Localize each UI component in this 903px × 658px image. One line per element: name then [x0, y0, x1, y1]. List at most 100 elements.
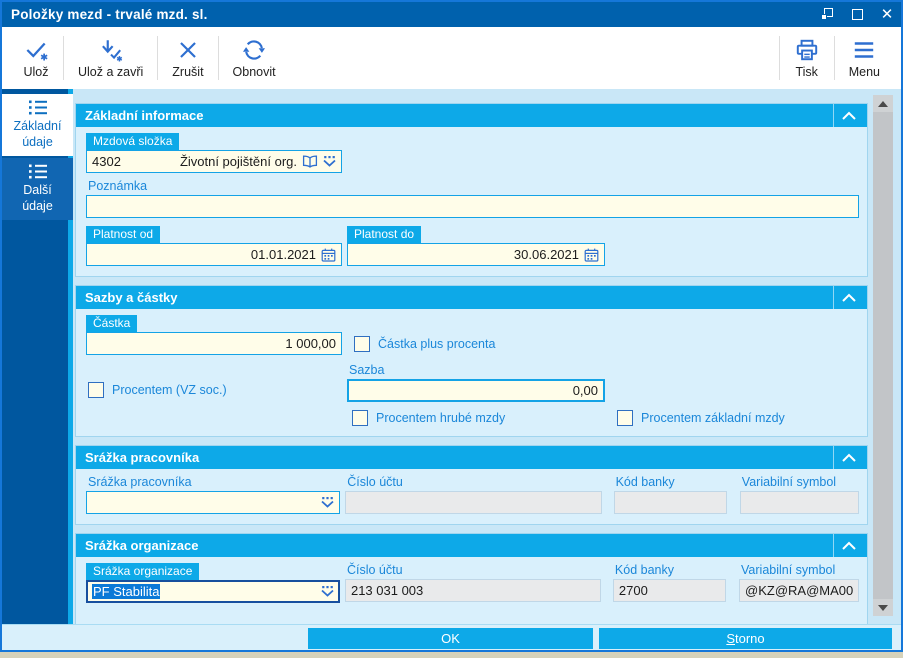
checkbox-castka-plus-procenta[interactable]: Částka plus procenta	[354, 336, 495, 352]
checkbox-box[interactable]	[617, 410, 633, 426]
form-content: Základní informace Mzdová složka 4302 Ži…	[75, 103, 868, 624]
field-label: Číslo účtu	[347, 475, 403, 489]
srazka-pracovnika-combo[interactable]	[86, 491, 341, 514]
sazba-input[interactable]: 0,00	[347, 379, 605, 402]
field-label: Kód banky	[614, 563, 674, 577]
toolbar-separator	[833, 36, 835, 80]
calendar-icon[interactable]	[321, 248, 336, 262]
hamburger-menu-icon	[855, 41, 874, 58]
spacer	[86, 410, 352, 426]
sidebar-item-dalsi-udaje[interactable]: Další údaje	[2, 158, 73, 220]
deduction-value-selected: PF Stabilita	[92, 584, 161, 599]
mzdova-slozka-input[interactable]: 4302 Životní pojištění org.	[86, 150, 342, 173]
cancel-button-label: Zrušit	[172, 64, 204, 79]
scroll-down-button[interactable]	[873, 599, 893, 616]
menu-button[interactable]: Menu	[836, 27, 893, 89]
field-srazka-organizace: Srážka organizace PF Stabilita	[86, 563, 340, 603]
checkbox-procentem-zakladni-mzdy[interactable]: Procentem základní mzdy	[617, 410, 785, 426]
save-button[interactable]: Ulož	[10, 27, 62, 89]
cancel-button[interactable]: Zrušit	[159, 27, 216, 89]
bank-code-value: 2700	[618, 583, 648, 598]
maximize-window-button[interactable]	[849, 7, 865, 23]
footer-bar: OK Storno	[2, 624, 901, 650]
section-sazby-a-castky: Sazby a částky Částka 1 000,00	[75, 285, 868, 437]
checkbox-box[interactable]	[354, 336, 370, 352]
field-label: Platnost do	[347, 226, 422, 243]
platnost-do-input[interactable]: 30.06.2021	[347, 243, 605, 266]
field-label: Variabilní symbol	[741, 563, 836, 577]
restore-window-button[interactable]	[819, 7, 835, 23]
castka-input[interactable]: 1 000,00	[86, 332, 342, 355]
toolbar-spacer	[289, 27, 778, 89]
sidebar-item-zakladni-udaje[interactable]: Základní údaje	[2, 94, 73, 156]
storno-button-label: Storno	[726, 631, 765, 646]
section-header: Základní informace	[76, 104, 867, 127]
poznamka-input[interactable]	[86, 195, 859, 218]
srazka-organizace-combo[interactable]: PF Stabilita	[86, 580, 340, 603]
vertical-scrollbar[interactable]	[873, 95, 893, 616]
collapse-section-button[interactable]	[833, 104, 863, 127]
checkbox-box[interactable]	[352, 410, 368, 426]
field-platnost-od: Platnost od 01.01.2021	[86, 226, 342, 266]
field-cislo-uctu: Číslo účtu 213 031 003	[344, 563, 601, 603]
combo-dropdown-icon[interactable]	[323, 156, 336, 167]
field-platnost-do: Platnost do 30.06.2021	[347, 226, 605, 266]
section-header: Srážka pracovníka	[76, 446, 867, 469]
field-label: Variabilní symbol	[741, 475, 837, 489]
menu-button-label: Menu	[848, 64, 880, 79]
section-zakladni-informace: Základní informace Mzdová složka 4302 Ži…	[75, 103, 868, 277]
field-poznamka: Poznámka	[86, 179, 859, 218]
wage-component-code: 4302	[92, 154, 121, 169]
printer-icon	[796, 39, 817, 60]
field-label: Srážka organizace	[86, 563, 200, 580]
cislo-uctu-input	[345, 491, 602, 514]
ok-button[interactable]: OK	[308, 628, 593, 649]
checkbox-label: Částka plus procenta	[378, 337, 496, 351]
amount-value: 1 000,00	[285, 336, 336, 351]
wage-component-name: Životní pojištění org.	[179, 154, 297, 169]
field-label: Platnost od	[86, 226, 161, 243]
calendar-icon[interactable]	[584, 248, 599, 262]
checkbox-box[interactable]	[88, 381, 104, 398]
checkbox-procentem-hrube-mzdy[interactable]: Procentem hrubé mzdy	[352, 410, 617, 426]
section-title: Srážka pracovníka	[85, 450, 200, 465]
restore-icon	[820, 8, 834, 21]
close-icon: ✕	[880, 6, 894, 23]
checkbox-label: Procentem (VZ soc.)	[112, 382, 227, 397]
scroll-up-button[interactable]	[873, 95, 893, 112]
field-sazba: Sazba 0,00	[347, 363, 605, 402]
rate-value: 0,00	[572, 383, 598, 398]
scroll-up-arrow-icon	[878, 100, 888, 107]
refresh-button[interactable]: Obnovit	[220, 27, 289, 89]
section-header: Sazby a částky	[76, 286, 867, 309]
variabilni-symbol-input: @KZ@RA@MA00	[739, 579, 860, 602]
lookup-book-icon[interactable]	[302, 155, 318, 168]
checkbox-label: Procentem základní mzdy	[641, 411, 785, 425]
field-castka: Částka 1 000,00	[86, 315, 342, 355]
refresh-button-label: Obnovit	[232, 64, 276, 79]
field-label: Mzdová složka	[86, 133, 180, 150]
toolbar-separator	[63, 36, 64, 80]
section-title: Základní informace	[85, 108, 204, 123]
save-and-close-button[interactable]: Ulož a zavři	[65, 27, 156, 89]
combo-dropdown-icon[interactable]	[321, 586, 334, 597]
close-window-button[interactable]: ✕	[879, 7, 895, 23]
checkbox-procentem-vz-soc[interactable]: Procentem (VZ soc.)	[86, 378, 347, 401]
storno-button[interactable]: Storno	[599, 628, 892, 649]
scrollbar-thumb[interactable]	[873, 112, 893, 599]
platnost-od-input[interactable]: 01.01.2021	[86, 243, 342, 266]
collapse-section-button[interactable]	[833, 446, 863, 469]
toolbar-separator	[217, 36, 219, 80]
print-button[interactable]: Tisk	[781, 27, 833, 89]
collapse-section-button[interactable]	[833, 534, 863, 557]
chevron-up-icon	[841, 111, 856, 120]
field-label: Srážka pracovníka	[88, 475, 192, 489]
save-and-close-button-label: Ulož a zavři	[78, 64, 144, 79]
toolbar: Ulož Ulož a zavři	[2, 27, 901, 89]
collapse-section-button[interactable]	[833, 286, 863, 309]
combo-dropdown-icon[interactable]	[321, 497, 334, 508]
field-kod-banky: Kód banky	[613, 475, 727, 514]
section-title: Srážka organizace	[85, 538, 199, 553]
section-header: Srážka organizace	[76, 534, 867, 557]
